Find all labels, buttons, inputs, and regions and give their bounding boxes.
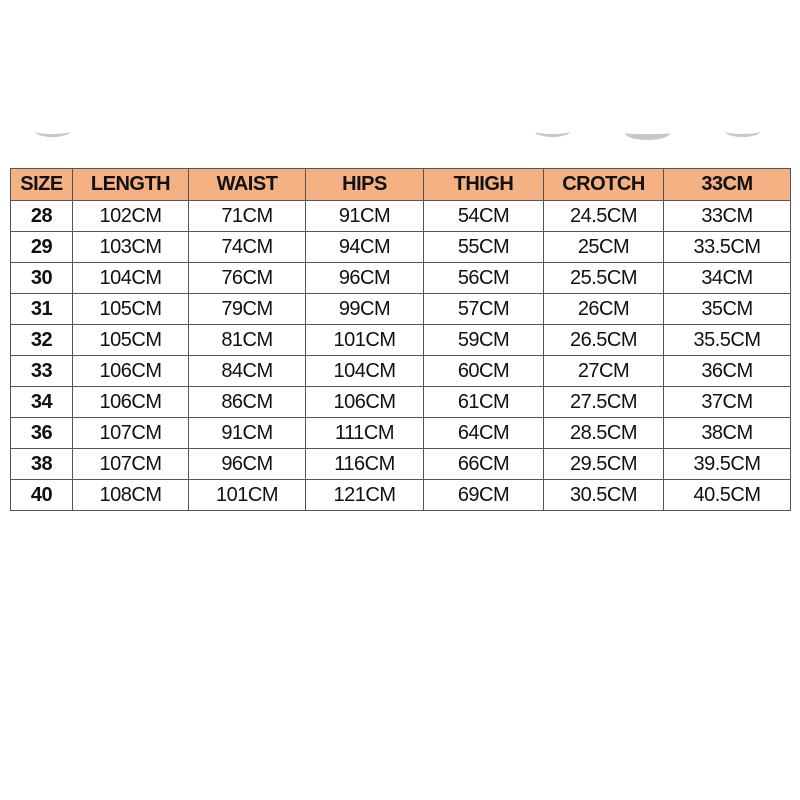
measurement-cell: 102CM xyxy=(72,200,189,232)
measurement-cell: 40.5CM xyxy=(663,479,791,511)
measurement-cell: 116CM xyxy=(305,448,424,480)
column-header: LENGTH xyxy=(72,168,189,201)
measurement-cell: 81CM xyxy=(188,324,306,356)
measurement-cell: 84CM xyxy=(188,355,306,387)
header-row: SIZE LENGTH WAIST HIPS THIGH CROTCH 33CM xyxy=(10,168,791,201)
measurement-cell: 105CM xyxy=(72,293,189,325)
table-row: 36 107CM 91CM 111CM 64CM 28.5CM 38CM xyxy=(10,417,791,449)
measurement-cell: 57CM xyxy=(423,293,544,325)
size-cell: 40 xyxy=(10,479,73,511)
measurement-cell: 24.5CM xyxy=(543,200,664,232)
size-cell: 38 xyxy=(10,448,73,480)
measurement-cell: 107CM xyxy=(72,448,189,480)
table-row: 29 103CM 74CM 94CM 55CM 25CM 33.5CM xyxy=(10,231,791,263)
measurement-cell: 103CM xyxy=(72,231,189,263)
measurement-cell: 27.5CM xyxy=(543,386,664,418)
measurement-cell: 104CM xyxy=(305,355,424,387)
column-header: HIPS xyxy=(305,168,424,201)
measurement-cell: 121CM xyxy=(305,479,424,511)
measurement-cell: 55CM xyxy=(423,231,544,263)
column-header: 33CM xyxy=(663,168,791,201)
measurement-cell: 106CM xyxy=(72,386,189,418)
measurement-cell: 105CM xyxy=(72,324,189,356)
measurement-cell: 104CM xyxy=(72,262,189,294)
measurement-cell: 106CM xyxy=(305,386,424,418)
decorative-arc xyxy=(535,126,570,137)
measurement-cell: 56CM xyxy=(423,262,544,294)
column-header: THIGH xyxy=(423,168,544,201)
size-cell: 34 xyxy=(10,386,73,418)
measurement-cell: 27CM xyxy=(543,355,664,387)
measurement-cell: 64CM xyxy=(423,417,544,449)
table-row: 31 105CM 79CM 99CM 57CM 26CM 35CM xyxy=(10,293,791,325)
measurement-cell: 36CM xyxy=(663,355,791,387)
measurement-cell: 106CM xyxy=(72,355,189,387)
table-row: 30 104CM 76CM 96CM 56CM 25.5CM 34CM xyxy=(10,262,791,294)
measurement-cell: 29.5CM xyxy=(543,448,664,480)
measurement-cell: 99CM xyxy=(305,293,424,325)
table-row: 38 107CM 96CM 116CM 66CM 29.5CM 39.5CM xyxy=(10,448,791,480)
decorative-arc xyxy=(725,126,760,137)
measurement-cell: 91CM xyxy=(305,200,424,232)
decorative-arc xyxy=(35,126,70,137)
column-header: CROTCH xyxy=(543,168,664,201)
size-chart-table: SIZE LENGTH WAIST HIPS THIGH CROTCH 33CM 28 102… xyxy=(10,168,791,511)
measurement-cell: 101CM xyxy=(305,324,424,356)
measurement-cell: 60CM xyxy=(423,355,544,387)
measurement-cell: 66CM xyxy=(423,448,544,480)
table-row: 33 106CM 84CM 104CM 60CM 27CM 36CM xyxy=(10,355,791,387)
measurement-cell: 86CM xyxy=(188,386,306,418)
measurement-cell: 111CM xyxy=(305,417,424,449)
measurement-cell: 39.5CM xyxy=(663,448,791,480)
measurement-cell: 79CM xyxy=(188,293,306,325)
measurement-cell: 71CM xyxy=(188,200,306,232)
measurement-cell: 59CM xyxy=(423,324,544,356)
measurement-cell: 96CM xyxy=(305,262,424,294)
measurement-cell: 54CM xyxy=(423,200,544,232)
measurement-cell: 33CM xyxy=(663,200,791,232)
table-row: 34 106CM 86CM 106CM 61CM 27.5CM 37CM xyxy=(10,386,791,418)
measurement-cell: 94CM xyxy=(305,231,424,263)
measurement-cell: 96CM xyxy=(188,448,306,480)
measurement-cell: 101CM xyxy=(188,479,306,511)
measurement-cell: 107CM xyxy=(72,417,189,449)
size-cell: 32 xyxy=(10,324,73,356)
measurement-cell: 61CM xyxy=(423,386,544,418)
size-cell: 33 xyxy=(10,355,73,387)
size-cell: 31 xyxy=(10,293,73,325)
measurement-cell: 91CM xyxy=(188,417,306,449)
column-header: WAIST xyxy=(188,168,306,201)
measurement-cell: 34CM xyxy=(663,262,791,294)
measurement-cell: 35.5CM xyxy=(663,324,791,356)
measurement-cell: 69CM xyxy=(423,479,544,511)
decorative-arc xyxy=(625,126,670,140)
measurement-cell: 76CM xyxy=(188,262,306,294)
table-row: 32 105CM 81CM 101CM 59CM 26.5CM 35.5CM xyxy=(10,324,791,356)
measurement-cell: 37CM xyxy=(663,386,791,418)
measurement-cell: 108CM xyxy=(72,479,189,511)
size-cell: 30 xyxy=(10,262,73,294)
measurement-cell: 25.5CM xyxy=(543,262,664,294)
measurement-cell: 25CM xyxy=(543,231,664,263)
size-cell: 36 xyxy=(10,417,73,449)
size-cell: 28 xyxy=(10,200,73,232)
measurement-cell: 74CM xyxy=(188,231,306,263)
measurement-cell: 28.5CM xyxy=(543,417,664,449)
measurement-cell: 33.5CM xyxy=(663,231,791,263)
measurement-cell: 30.5CM xyxy=(543,479,664,511)
column-header: SIZE xyxy=(10,168,73,201)
table-row: 40 108CM 101CM 121CM 69CM 30.5CM 40.5CM xyxy=(10,479,791,511)
measurement-cell: 26.5CM xyxy=(543,324,664,356)
size-cell: 29 xyxy=(10,231,73,263)
table-row: 28 102CM 71CM 91CM 54CM 24.5CM 33CM xyxy=(10,200,791,232)
measurement-cell: 35CM xyxy=(663,293,791,325)
measurement-cell: 38CM xyxy=(663,417,791,449)
measurement-cell: 26CM xyxy=(543,293,664,325)
